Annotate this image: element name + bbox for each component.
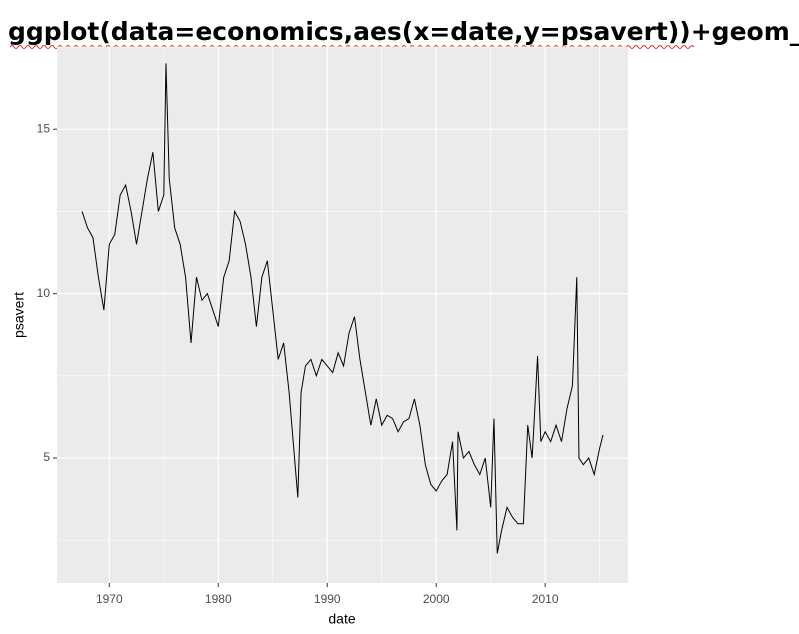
x-axis-title: date <box>328 611 355 627</box>
chart-title: ggplot(data=economics,aes(x=date,y=psave… <box>8 17 799 46</box>
y-axis-title: psavert <box>11 292 27 338</box>
y-tick-label: 10 <box>37 286 51 300</box>
panel <box>57 47 628 583</box>
y-tick-label: 15 <box>37 121 51 135</box>
x-tick-label: 2000 <box>423 592 450 606</box>
y-tick-label: 5 <box>43 450 50 464</box>
x-tick-label: 1980 <box>205 592 232 606</box>
x-tick-label: 1990 <box>314 592 341 606</box>
x-tick-label: 1970 <box>96 592 123 606</box>
x-tick-label: 2010 <box>532 592 559 606</box>
data-line <box>81 63 604 554</box>
